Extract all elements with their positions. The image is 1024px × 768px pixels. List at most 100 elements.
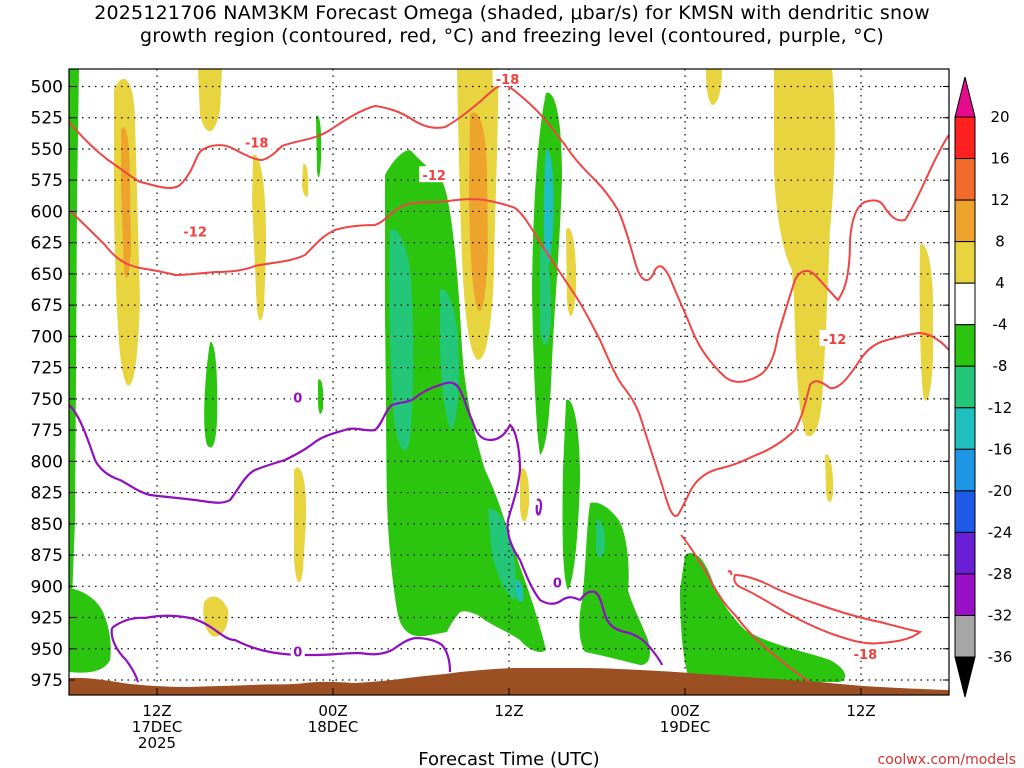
y-tick-label: 500 bbox=[31, 77, 63, 97]
contour-label: -12 bbox=[183, 225, 207, 240]
dsg-contours bbox=[69, 82, 949, 683]
omega-green-area bbox=[440, 289, 459, 430]
x-tick-label: 18DEC bbox=[308, 718, 359, 736]
colorbar-label: 12 bbox=[990, 191, 1009, 209]
y-tick-label: 550 bbox=[31, 140, 63, 160]
omega-teal-area bbox=[516, 579, 524, 602]
y-tick-label: 800 bbox=[31, 452, 63, 472]
omega-green-area bbox=[389, 229, 414, 451]
x-tick-label: 19DEC bbox=[660, 718, 711, 736]
omega-green-area bbox=[596, 519, 606, 559]
y-tick-label: 975 bbox=[31, 671, 63, 691]
x-tick-label: 17DEC bbox=[132, 718, 183, 736]
colorbar-label: -4 bbox=[993, 316, 1008, 334]
colorbar-label: 4 bbox=[995, 274, 1005, 292]
contour-label: -12 bbox=[422, 169, 446, 184]
omega-yellow-area bbox=[825, 454, 834, 502]
omega-yellow-area bbox=[706, 69, 722, 105]
colorbar-swatch bbox=[954, 158, 976, 201]
contour-label: 0 bbox=[293, 392, 302, 407]
y-tick-label: 825 bbox=[31, 484, 63, 504]
chart-title-line-2: growth region (contoured, red, °C) and f… bbox=[140, 25, 884, 47]
colorbar-swatch bbox=[954, 573, 976, 616]
y-tick-label: 775 bbox=[31, 421, 63, 441]
credit-text: coolwx.com/models bbox=[878, 752, 1016, 768]
y-tick-label: 725 bbox=[31, 359, 63, 379]
colorbar-label: -12 bbox=[988, 399, 1013, 417]
contour-label-bg bbox=[550, 573, 565, 590]
colorbar-swatch bbox=[954, 448, 976, 492]
plot-area: -18 -18 -12 -12 -12 -18 0 0 0 bbox=[69, 69, 949, 695]
x-axis-title: Forecast Time (UTC) bbox=[418, 749, 599, 768]
y-tick-label: 625 bbox=[31, 234, 63, 254]
chart-title: 2025121706 NAM3KM Forecast Omega (shaded… bbox=[0, 2, 1024, 48]
y-tick-label: 750 bbox=[31, 390, 63, 410]
colorbar-swatch bbox=[954, 199, 976, 243]
contour-label: 0 bbox=[553, 577, 562, 592]
colorbar-label: -28 bbox=[988, 565, 1013, 583]
omega-green-area bbox=[680, 552, 846, 682]
omega-yellow-area bbox=[774, 69, 835, 437]
y-tick-label: 600 bbox=[31, 202, 63, 222]
omega-green-area bbox=[540, 248, 552, 345]
omega-yellow-area bbox=[520, 468, 530, 522]
omega-yellow-area bbox=[294, 467, 307, 583]
freezing-contour-line bbox=[110, 627, 140, 683]
freezing-contour-line bbox=[69, 381, 664, 666]
contour-labels: -18 -18 -12 -12 -12 -18 0 0 0 bbox=[180, 69, 881, 663]
omega-teal-area bbox=[543, 149, 554, 269]
contour-label-bg bbox=[241, 133, 272, 150]
chart-title-line-1: 2025121706 NAM3KM Forecast Omega (shaded… bbox=[94, 2, 930, 24]
omega-green-area bbox=[316, 115, 322, 178]
time-grid-lines bbox=[156, 69, 862, 695]
colorbar-top-triangle bbox=[954, 76, 976, 118]
contour-label-bg bbox=[290, 388, 305, 405]
contour-label: -18 bbox=[496, 73, 520, 88]
colorbar-swatch bbox=[954, 116, 976, 160]
colorbar-label: -36 bbox=[988, 648, 1013, 666]
omega-green-area bbox=[69, 69, 79, 610]
omega-green-area bbox=[69, 588, 111, 673]
colorbar-label: -8 bbox=[993, 357, 1008, 375]
y-tick-label: 925 bbox=[31, 609, 63, 629]
x-tick-label: 00Z bbox=[318, 702, 347, 720]
dsg-contour-line bbox=[680, 534, 811, 683]
y-axis: 500 525 550 575 600 625 650 675 700 725 750 775 800 8… bbox=[31, 77, 949, 691]
x-tick-label: 12Z bbox=[846, 702, 875, 720]
contour-label: -18 bbox=[854, 648, 878, 663]
dsg-contour-line bbox=[733, 573, 923, 645]
colorbar-swatch bbox=[954, 365, 976, 409]
colorbar-swatch bbox=[954, 531, 976, 575]
colorbar-swatch bbox=[954, 407, 976, 450]
colorbar-label: -32 bbox=[988, 606, 1013, 624]
omega-yellow-area bbox=[198, 69, 222, 132]
colorbar-bottom-triangle bbox=[954, 656, 976, 698]
contour-label: -12 bbox=[823, 333, 847, 348]
y-tick-label: 850 bbox=[31, 515, 63, 535]
contour-label-bg bbox=[419, 166, 450, 183]
y-tick-label: 700 bbox=[31, 327, 63, 347]
colorbar-swatch bbox=[954, 490, 976, 533]
colorbar-label: 20 bbox=[990, 108, 1009, 126]
colorbar-swatch bbox=[954, 324, 976, 367]
omega-colorbar: 20 16 12 8 4 -4 -8 -12 -16 -20 -24 -28 -32 -36 bbox=[954, 76, 1013, 698]
colorbar-label: -24 bbox=[988, 523, 1013, 541]
y-tick-label: 950 bbox=[31, 640, 63, 660]
y-tick-label: 575 bbox=[31, 171, 63, 191]
y-tick-label: 525 bbox=[31, 109, 63, 129]
x-tick-label: 12Z bbox=[142, 702, 171, 720]
colorbar-label: -20 bbox=[988, 482, 1013, 500]
colorbar-label: 8 bbox=[995, 233, 1005, 251]
omega-green-area bbox=[318, 379, 324, 414]
contour-label-bg bbox=[850, 644, 881, 661]
contour-label-bg bbox=[492, 69, 523, 86]
x-tick-label: 2025 bbox=[138, 734, 176, 752]
omega-green-area bbox=[204, 341, 218, 448]
contour-label-bg bbox=[290, 642, 305, 659]
omega-yellow-area bbox=[302, 164, 309, 197]
x-tick-label: 12Z bbox=[494, 702, 523, 720]
contour-label-bg bbox=[180, 222, 211, 239]
y-tick-label: 675 bbox=[31, 296, 63, 316]
